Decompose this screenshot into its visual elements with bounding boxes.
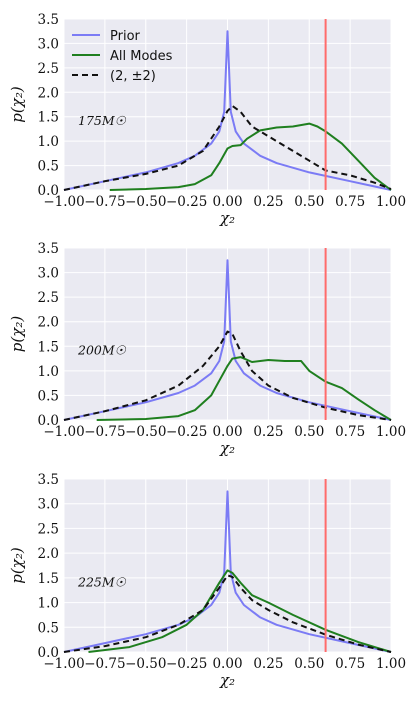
y-tick-label: 2.5 — [38, 61, 59, 77]
x-tick-label: 0.50 — [294, 656, 324, 672]
x-tick-label: −1.00 — [43, 194, 84, 210]
x-tick-label: 0.00 — [212, 424, 242, 440]
x-tick-label: −0.75 — [84, 194, 125, 210]
y-tick-label: 2.0 — [38, 85, 59, 101]
series-line-2-2 — [63, 105, 392, 191]
x-tick-label: 0.25 — [253, 656, 283, 672]
mass-annotation: 225M☉ — [77, 574, 127, 589]
y-tick-label: 1.0 — [38, 134, 59, 150]
y-tick-label: 3.5 — [38, 241, 59, 257]
y-tick-label: 0.5 — [38, 159, 59, 175]
x-tick-label: −0.25 — [166, 194, 207, 210]
y-tick-label: 2.0 — [38, 546, 59, 562]
legend-label: All Modes — [110, 49, 173, 64]
x-tick-label: −0.75 — [84, 424, 125, 440]
x-tick-label: −0.25 — [166, 424, 207, 440]
series-line-all-modes — [96, 356, 392, 421]
x-tick-label: 0.00 — [212, 656, 242, 672]
y-tick-label: 1.5 — [38, 339, 59, 355]
y-tick-label: 3.5 — [38, 12, 59, 28]
x-tick-label: 0.50 — [294, 194, 324, 210]
x-tick-label: 1.00 — [376, 656, 406, 672]
y-tick-label: 3.0 — [38, 266, 59, 282]
y-tick-label: 3.5 — [38, 472, 59, 488]
y-tick-label: 1.5 — [38, 571, 59, 587]
y-tick-label: 3.0 — [38, 36, 59, 52]
series-line-prior — [63, 490, 392, 653]
y-tick-label: 2.5 — [38, 290, 59, 306]
x-tick-label: −0.50 — [125, 656, 166, 672]
x-tick-label: −0.25 — [166, 656, 207, 672]
y-tick-label: 2.0 — [38, 315, 59, 331]
y-tick-label: 1.0 — [38, 596, 59, 612]
y-tick-label: 0.0 — [38, 645, 59, 661]
y-tick-label: 2.5 — [38, 521, 59, 537]
y-axis-label: p(χ₂) — [8, 547, 26, 584]
y-tick-label: 0.0 — [38, 413, 59, 429]
y-tick-label: 1.5 — [38, 110, 59, 126]
series-line-2-2 — [63, 574, 392, 653]
x-axis-label: χ₂ — [219, 209, 235, 227]
x-tick-label: 0.75 — [335, 194, 365, 210]
y-tick-label: 3.0 — [38, 497, 59, 513]
series-line-2-2 — [63, 330, 392, 421]
x-tick-label: −1.00 — [43, 656, 84, 672]
chart-panel-1: −1.00 −0.75 −0.50 −0.25 0.00 0.25 0.50 0.75 1.00… — [8, 12, 406, 227]
x-tick-label: −0.75 — [84, 656, 125, 672]
series-line-prior — [63, 30, 392, 191]
x-tick-label: −0.50 — [125, 424, 166, 440]
x-tick-label: 0.75 — [335, 424, 365, 440]
x-tick-label: 0.25 — [253, 194, 283, 210]
legend-label: (2, ±2) — [110, 69, 156, 84]
y-tick-label: 0.0 — [38, 183, 59, 199]
mass-annotation: 175M☉ — [78, 113, 127, 128]
y-axis-label: p(χ₂) — [8, 86, 26, 123]
y-axis-label: p(χ₂) — [8, 316, 26, 353]
series-line-all-modes — [109, 122, 392, 191]
x-tick-label: −0.50 — [125, 194, 166, 210]
x-tick-label: 0.50 — [294, 424, 324, 440]
chart-panel-2: −1.00 −0.75 −0.50 −0.25 0.00 0.25 0.50 0.75 1.00… — [8, 241, 406, 457]
y-tick-label: 0.5 — [38, 388, 59, 404]
chart-panel-3: −1.00 −0.75 −0.50 −0.25 0.00 0.25 0.50 0.75 1.00… — [8, 472, 406, 689]
x-axis-label: χ₂ — [219, 439, 235, 457]
x-tick-label: 1.00 — [376, 194, 406, 210]
x-tick-label: 0.25 — [253, 424, 283, 440]
legend-label: Prior — [110, 29, 141, 44]
y-tick-label: 0.5 — [38, 620, 59, 636]
mass-annotation: 200M☉ — [77, 343, 127, 358]
x-axis-label: χ₂ — [219, 671, 235, 689]
y-tick-label: 1.0 — [38, 364, 59, 380]
x-tick-label: 0.00 — [212, 194, 242, 210]
x-tick-label: 0.75 — [335, 656, 365, 672]
x-tick-label: 1.00 — [376, 424, 406, 440]
series-line-all-modes — [88, 569, 392, 653]
x-tick-label: −1.00 — [43, 424, 84, 440]
